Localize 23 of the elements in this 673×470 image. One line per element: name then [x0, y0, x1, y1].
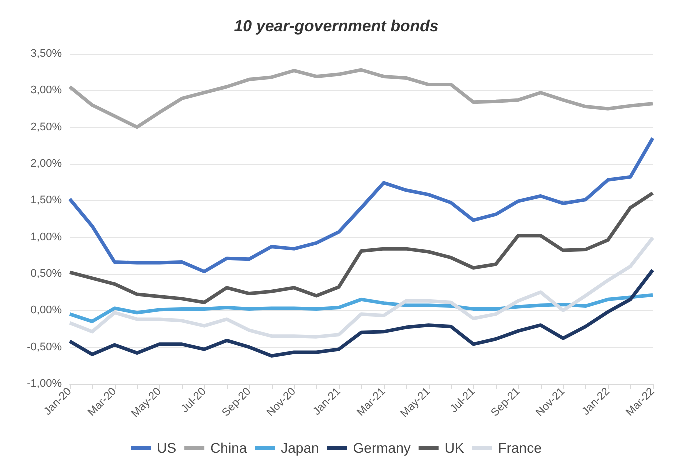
y-tick-label: 2,00%: [30, 158, 62, 170]
y-tick-label: 1,00%: [30, 231, 62, 244]
legend-label: China: [210, 440, 248, 456]
chart-title: 10 year-government bonds: [234, 18, 439, 36]
y-tick-label: 2,50%: [30, 121, 62, 134]
y-tick-label: -0,50%: [27, 341, 62, 354]
y-tick-label: 3,50%: [30, 48, 62, 60]
line-series: [68, 136, 655, 274]
y-tick-label: -1,00%: [27, 378, 62, 390]
legend-label: Japan: [281, 440, 320, 456]
line-series: [68, 192, 655, 304]
y-tick-label: 1,50%: [30, 194, 62, 207]
line-series: [68, 268, 655, 358]
y-tick-label: 0,00%: [30, 304, 62, 317]
legend-label: France: [498, 440, 542, 456]
legend-label: UK: [444, 440, 465, 456]
y-tick-label: 3,00%: [30, 84, 62, 97]
legend-label: US: [157, 440, 177, 456]
legend-label: Germany: [353, 440, 411, 456]
line-series: [68, 294, 655, 324]
line-series: [68, 68, 655, 130]
line-series: [68, 236, 655, 339]
y-tick-label: 0,50%: [30, 268, 62, 280]
